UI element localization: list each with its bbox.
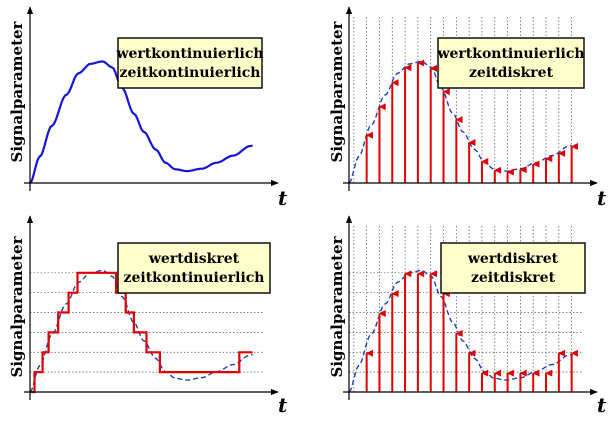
y-axis-label: Signalparameter (328, 235, 346, 377)
signal-type-value-text: wertkontinuierlich (436, 46, 584, 62)
x-axis-label: t (597, 186, 607, 210)
reference-curve (348, 60, 572, 184)
y-axis-label: Signalparameter (8, 20, 26, 162)
signal-plot (348, 269, 578, 393)
signal-type-box-frame (440, 242, 586, 294)
signal-type-time-text: zeitkontinuierlich (120, 65, 261, 81)
signal-type-value-text: wertdiskret (148, 251, 240, 267)
reference-curve (348, 269, 572, 393)
panel-value-discrete-time-continuous: Signalparameter t wertdiskret zeitkontin… (8, 215, 288, 417)
signal-plot (348, 59, 578, 184)
signal-type-box-frame (117, 37, 263, 89)
signal-type-time-text: zeitdiskret (469, 65, 554, 81)
quantized-staircase (30, 271, 253, 394)
signal-type-value-text: wertkontinuierlich (115, 46, 263, 62)
signal-type-box: wertdiskret zeitdiskret (440, 242, 586, 294)
reference-curve (29, 269, 253, 393)
y-axis-label: Signalparameter (328, 20, 346, 162)
signal-type-box-frame (117, 242, 271, 294)
signal-type-time-text: zeitdiskret (471, 270, 556, 286)
y-axis-label: Signalparameter (8, 235, 26, 377)
panel-value-discrete-time-discrete: Signalparameter t wertdiskret zeitdiskre… (328, 215, 607, 417)
signal-type-box: wertdiskret zeitkontinuierlich (117, 242, 271, 294)
signal-plot (29, 60, 253, 184)
signal-type-value-text: wertdiskret (467, 251, 559, 267)
panel-value-continuous-time-discrete: Signalparameter t wertkontinuierlich zei… (328, 6, 607, 210)
x-axis-label: t (278, 186, 288, 210)
x-axis-label: t (597, 393, 607, 417)
signal-plot (29, 269, 253, 394)
x-axis-label: t (278, 393, 288, 417)
panel-value-continuous-time-continuous: Signalparameter t wertkontinuierlich zei… (8, 6, 288, 210)
signal-curve (29, 60, 253, 184)
signal-type-box-frame (437, 37, 585, 89)
signal-type-box: wertkontinuierlich zeitkontinuierlich (115, 37, 264, 89)
signal-type-box: wertkontinuierlich zeitdiskret (436, 37, 585, 89)
signal-type-time-text: zeitkontinuierlich (124, 270, 265, 286)
